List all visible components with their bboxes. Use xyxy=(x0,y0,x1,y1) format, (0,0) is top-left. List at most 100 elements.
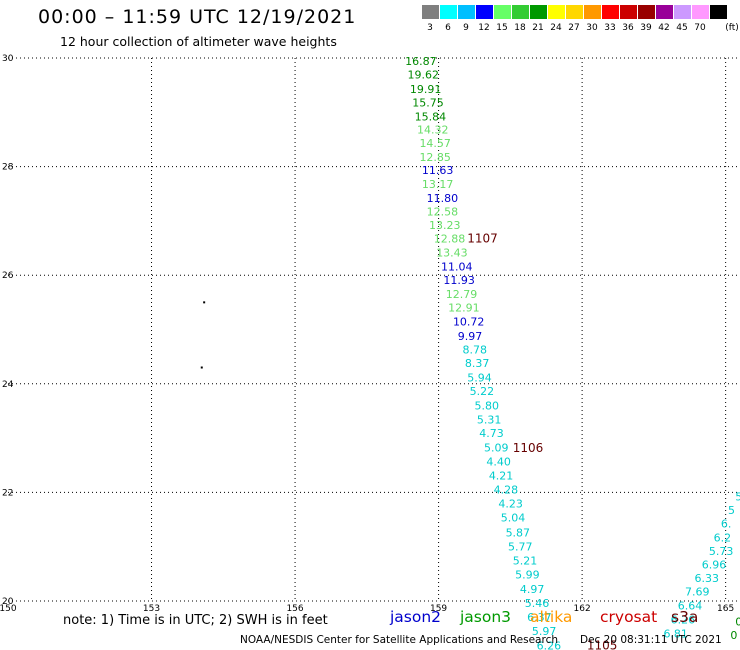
buoy-observation-label: 1106 xyxy=(513,441,544,455)
mission-jason3: jason3 xyxy=(460,608,512,626)
wave-height-label: 4.28 xyxy=(494,483,519,496)
wave-height-label: 11.93 xyxy=(443,274,475,287)
legend-swatch xyxy=(530,5,547,19)
wave-height-label: 5 xyxy=(735,491,740,504)
wave-height-label: 5.46 xyxy=(525,597,550,610)
wave-height-label: 6.96 xyxy=(702,558,727,571)
wave-height-label: 14.32 xyxy=(417,123,449,136)
observation-points xyxy=(200,301,206,369)
wave-height-label: 5.04 xyxy=(501,512,526,525)
wave-height-label: 7.69 xyxy=(685,586,710,599)
wave-height-label: 14.57 xyxy=(419,137,451,150)
legend-swatch xyxy=(494,5,511,19)
observation-point xyxy=(200,366,203,369)
legend-swatch xyxy=(440,5,457,19)
buoy-observation-label: 1105 xyxy=(587,638,618,650)
legend-label: 39 xyxy=(640,23,652,33)
longitude-label: 162 xyxy=(574,604,591,614)
wave-height-label: 19.91 xyxy=(410,83,442,96)
wave-height-label: 8.37 xyxy=(465,357,490,370)
credit-line: NOAA/NESDIS Center for Satellite Applica… xyxy=(240,634,558,646)
legend-swatch xyxy=(620,5,637,19)
wave-height-label: 5.22 xyxy=(470,385,495,398)
legend-label: 70 xyxy=(694,23,706,33)
wave-height-label: 4.73 xyxy=(479,427,504,440)
track-labels: 16.8719.6219.9115.7515.8414.3214.5712.85… xyxy=(405,55,740,650)
wave-height-label: 5.73 xyxy=(709,545,734,558)
legend-label: 27 xyxy=(568,23,580,33)
wave-height-label: 6. xyxy=(721,518,732,531)
generated-timestamp: Dec 20 08:31:11 UTC 2021 xyxy=(580,634,722,646)
legend-label: 42 xyxy=(658,23,670,33)
mission-jason2: jason2 xyxy=(390,608,442,626)
legend-unit: (ft) xyxy=(725,23,739,33)
wave-height-label: 11.04 xyxy=(441,260,473,273)
legend-swatch xyxy=(710,5,727,19)
wave-height-label: 12.91 xyxy=(448,302,480,315)
legend-swatch xyxy=(692,5,709,19)
legend-label: 15 xyxy=(496,23,508,33)
wave-height-label: 13.17 xyxy=(422,178,454,191)
wave-height-label: 13.23 xyxy=(429,219,461,232)
legend-label: 24 xyxy=(550,23,562,33)
wave-height-label: 6.33 xyxy=(695,572,720,585)
legend-label: 12 xyxy=(478,23,490,33)
wave-height-label: 4.23 xyxy=(498,498,523,511)
wave-height-label: 5.87 xyxy=(506,526,530,539)
legend-label: 21 xyxy=(532,23,544,33)
wave-height-label: 5 xyxy=(728,504,735,517)
wave-height-label: 6.26 xyxy=(671,613,696,626)
legend-swatch xyxy=(656,5,673,19)
observation-point xyxy=(203,301,206,304)
mission-altika: altika xyxy=(530,608,573,626)
wave-height-label: 11.80 xyxy=(427,192,459,205)
wave-height-label: 4.40 xyxy=(486,455,511,468)
legend-label: 33 xyxy=(604,23,616,33)
legend-label: 9 xyxy=(463,23,469,33)
latitude-label: 24 xyxy=(2,380,14,390)
wave-height-label: 11.63 xyxy=(422,164,454,177)
mission-s3a: s3a xyxy=(671,608,699,626)
buoy-observation-label: 1107 xyxy=(467,232,498,246)
wave-height-label: 12.58 xyxy=(427,205,459,218)
legend-swatch xyxy=(512,5,529,19)
longitude-label: 159 xyxy=(430,604,447,614)
longitude-label: 156 xyxy=(286,604,303,614)
wave-height-label: 5.97 xyxy=(532,625,557,638)
wave-height-label: 8.78 xyxy=(463,343,488,356)
legend-label: 6 xyxy=(445,23,451,33)
legend-swatch xyxy=(458,5,475,19)
wave-height-label: 16.87 xyxy=(405,55,437,68)
wave-height-label: 19.62 xyxy=(407,69,439,82)
wave-height-label: 5.31 xyxy=(477,413,502,426)
wave-height-label: 15.84 xyxy=(415,110,447,123)
wave-height-label: 15.75 xyxy=(412,96,444,109)
wave-height-label: 5.80 xyxy=(474,399,499,412)
wave-height-label: 6.64 xyxy=(678,600,703,613)
legend-label: 3 xyxy=(427,23,433,33)
mission-cryosat: cryosat xyxy=(600,608,658,626)
latitude-label: 28 xyxy=(2,163,14,173)
wave-height-label: 9.97 xyxy=(458,330,483,343)
latitude-label: 22 xyxy=(2,488,13,498)
axis-labels: 150 153 156 159 162 165 30 28 26 24 22 20 xyxy=(0,54,734,614)
legend-swatch xyxy=(548,5,565,19)
legend-swatch xyxy=(584,5,601,19)
wave-height-label: 4.21 xyxy=(489,469,513,482)
legend-swatch xyxy=(566,5,583,19)
latitude-label: 26 xyxy=(2,271,14,281)
longitude-label: 150 xyxy=(0,604,17,614)
legend-label: 18 xyxy=(514,23,526,33)
longitude-label: 153 xyxy=(143,604,160,614)
wave-height-label: 0 xyxy=(730,629,737,642)
legend-swatch xyxy=(476,5,493,19)
wave-height-label: 6.2 xyxy=(714,531,732,544)
map-title: 00:00 – 11:59 UTC 12/19/2021 xyxy=(38,6,357,28)
wave-height-label: 5.09 xyxy=(484,442,509,455)
legend-swatch xyxy=(422,5,439,19)
legend-swatch xyxy=(602,5,619,19)
map-subtitle: 12 hour collection of altimeter wave hei… xyxy=(60,34,337,49)
wave-height-label: 5.99 xyxy=(515,569,540,582)
legend-swatch xyxy=(638,5,655,19)
